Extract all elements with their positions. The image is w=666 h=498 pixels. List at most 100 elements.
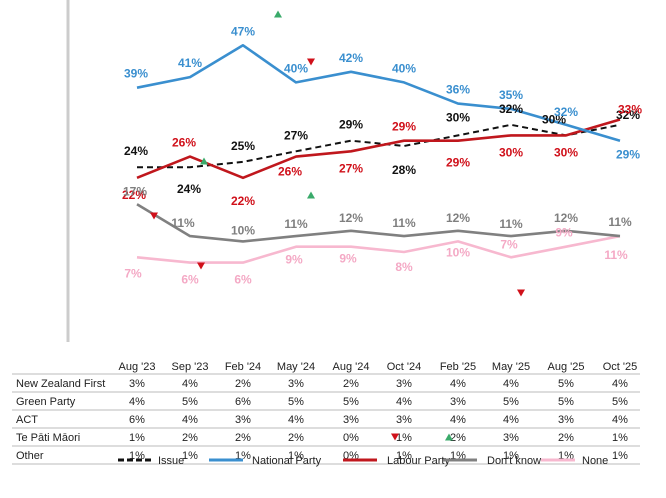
table-cell: 1%: [288, 450, 304, 462]
data-label-national-party: 29%: [616, 148, 640, 162]
data-table: Aug '23 Sep '23 Feb '24 May '24 Aug '24 Oct '…: [12, 361, 640, 465]
table-cell: 5%: [558, 378, 574, 390]
table-cell: 3%: [288, 378, 304, 390]
table-cell: 5%: [612, 396, 628, 408]
data-label-issue: 27%: [284, 128, 308, 142]
table-cell: 3%: [396, 414, 412, 426]
table-column-header: Aug '25: [548, 361, 585, 373]
data-label-labour-party: 26%: [278, 165, 302, 179]
down-arrow-icon: [517, 289, 525, 297]
table-cell: 4%: [450, 414, 466, 426]
table-row-label: New Zealand First: [16, 378, 105, 390]
data-label-don-t-know: 12%: [554, 211, 578, 225]
data-label-issue: 24%: [177, 182, 201, 196]
data-label-don-t-know: 11%: [608, 215, 632, 229]
data-label-don-t-know: 12%: [339, 211, 363, 225]
data-label-national-party: 41%: [178, 56, 202, 70]
table-column-header: Feb '24: [225, 361, 261, 373]
table-cell: 6%: [235, 396, 251, 408]
table-cell: 4%: [288, 414, 304, 426]
data-label-issue: 25%: [231, 139, 255, 153]
up-arrow-icon: [200, 157, 208, 165]
data-label-none: 7%: [124, 266, 142, 280]
table-cell: 1%: [396, 432, 412, 444]
data-label-national-party: 32%: [554, 105, 578, 119]
data-label-don-t-know: 11%: [392, 216, 416, 230]
data-label-issue: 24%: [124, 144, 148, 158]
data-labels: 24%24%25%27%29%28%30%32%30% 32%39%41%47%4…: [122, 24, 642, 286]
table-column-header: Feb '25: [440, 361, 476, 373]
data-label-labour-party: 27%: [339, 161, 363, 175]
data-label-labour-party: 30%: [499, 145, 523, 159]
data-label-don-t-know: 17%: [123, 184, 147, 198]
table-row-label: Te Pāti Māori: [16, 432, 80, 444]
table-cell: 5%: [288, 396, 304, 408]
table-column-header: Oct '24: [387, 361, 422, 373]
table-cell: 4%: [503, 378, 519, 390]
table-row-label: ACT: [16, 414, 38, 426]
data-label-don-t-know: 11%: [171, 216, 195, 230]
table-cell: 4%: [612, 378, 628, 390]
up-arrow-icon: [445, 433, 453, 441]
series-line-national-party: [136, 43, 621, 142]
legend-label-national-party: National Party: [252, 455, 322, 467]
data-label-national-party: 35%: [499, 88, 523, 102]
data-label-labour-party: 26%: [172, 136, 196, 150]
table-row-label: Other: [16, 450, 44, 462]
legend-label-labour-party: Labour Party: [387, 455, 450, 467]
table-cell: 1%: [129, 432, 145, 444]
data-label-don-t-know: 11%: [499, 217, 523, 231]
legend-label-issue: Issue: [158, 455, 184, 467]
table-cell: 6%: [129, 414, 145, 426]
table-cell: 2%: [235, 378, 251, 390]
down-arrow-icon: [391, 433, 399, 441]
table-cell: 5%: [558, 396, 574, 408]
table-cell: 3%: [396, 378, 412, 390]
table-cell: 2%: [558, 432, 574, 444]
data-label-issue: 30%: [542, 112, 566, 126]
table-cell: 2%: [182, 432, 198, 444]
table-column-header: Aug '23: [119, 361, 156, 373]
table-cell: 4%: [503, 414, 519, 426]
table-column-header: Sep '23: [172, 361, 209, 373]
data-label-national-party: 40%: [284, 61, 308, 75]
data-label-don-t-know: 12%: [446, 211, 470, 225]
table-cell: 1%: [503, 450, 519, 462]
table-cell: 2%: [288, 432, 304, 444]
table-cell: 3%: [235, 414, 251, 426]
data-label-labour-party: 30%: [554, 145, 578, 159]
table-cell: 1%: [396, 450, 412, 462]
table-cell: 3%: [450, 396, 466, 408]
data-label-issue: 30%: [446, 110, 470, 124]
table-cell: 1%: [612, 432, 628, 444]
table-cell: 4%: [612, 414, 628, 426]
table-cell: 3%: [129, 378, 145, 390]
series-line-labour-party: [136, 118, 621, 180]
data-label-none: 7%: [500, 237, 518, 251]
table-cell: 2%: [235, 432, 251, 444]
data-label-none: 8%: [395, 260, 413, 274]
table-cell: 5%: [182, 396, 198, 408]
data-label-issue: 32%: [499, 102, 523, 116]
data-label-national-party: 42%: [339, 51, 363, 65]
table-cell: 2%: [343, 378, 359, 390]
table-cell: 4%: [396, 396, 412, 408]
data-label-labour-party: 33%: [618, 103, 642, 117]
series-line-none: [136, 234, 621, 264]
data-label-labour-party: 29%: [446, 156, 470, 170]
data-label-none: 9%: [555, 226, 573, 240]
data-label-none: 9%: [339, 252, 357, 266]
table-column-header: Aug '24: [333, 361, 370, 373]
table-column-header: Oct '25: [603, 361, 638, 373]
data-label-national-party: 39%: [124, 67, 148, 81]
data-label-labour-party: 29%: [392, 120, 416, 134]
data-label-none: 10%: [446, 245, 470, 259]
table-cell: 4%: [129, 396, 145, 408]
table-cell: 1%: [182, 450, 198, 462]
down-arrow-icon: [150, 212, 158, 220]
down-arrow-icon: [197, 262, 205, 270]
table-cell: 2%: [450, 432, 466, 444]
down-arrow-icon: [307, 58, 315, 66]
change-markers: [150, 10, 525, 297]
